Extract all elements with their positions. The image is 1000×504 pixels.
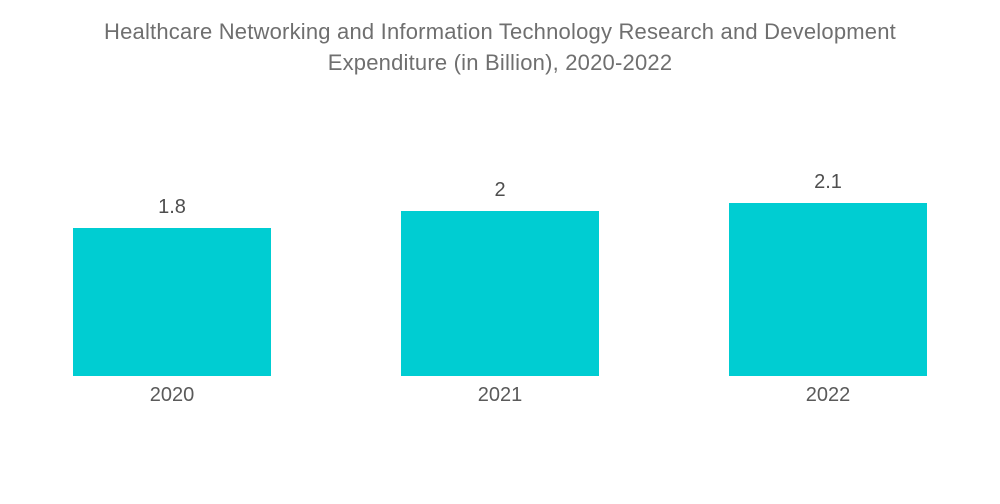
x-axis-label-2021: 2021 bbox=[477, 384, 523, 406]
x-axis-label-2022: 2022 bbox=[805, 384, 851, 406]
bar-group-2022: 2.1 2022 bbox=[729, 171, 927, 406]
bar-2021 bbox=[401, 211, 599, 376]
bar-2020 bbox=[73, 228, 271, 376]
bar-value-label-2021: 2 bbox=[494, 179, 506, 201]
bar-value-label-2022: 2.1 bbox=[814, 171, 842, 193]
plot-area: 1.8 2020 2 2021 2.1 2022 bbox=[73, 171, 927, 406]
chart-title-line-2: Expenditure (in Billion), 2020-2022 bbox=[327, 50, 673, 75]
bar-value-label-2020: 1.8 bbox=[158, 196, 186, 218]
bar-group-2020: 1.8 2020 bbox=[73, 196, 271, 406]
chart-title: Healthcare Networking and Information Te… bbox=[0, 16, 1000, 78]
bar-2022 bbox=[729, 203, 927, 376]
bar-group-2021: 2 2021 bbox=[401, 179, 599, 406]
chart-title-line-1: Healthcare Networking and Information Te… bbox=[104, 19, 896, 44]
x-axis-label-2020: 2020 bbox=[149, 384, 195, 406]
